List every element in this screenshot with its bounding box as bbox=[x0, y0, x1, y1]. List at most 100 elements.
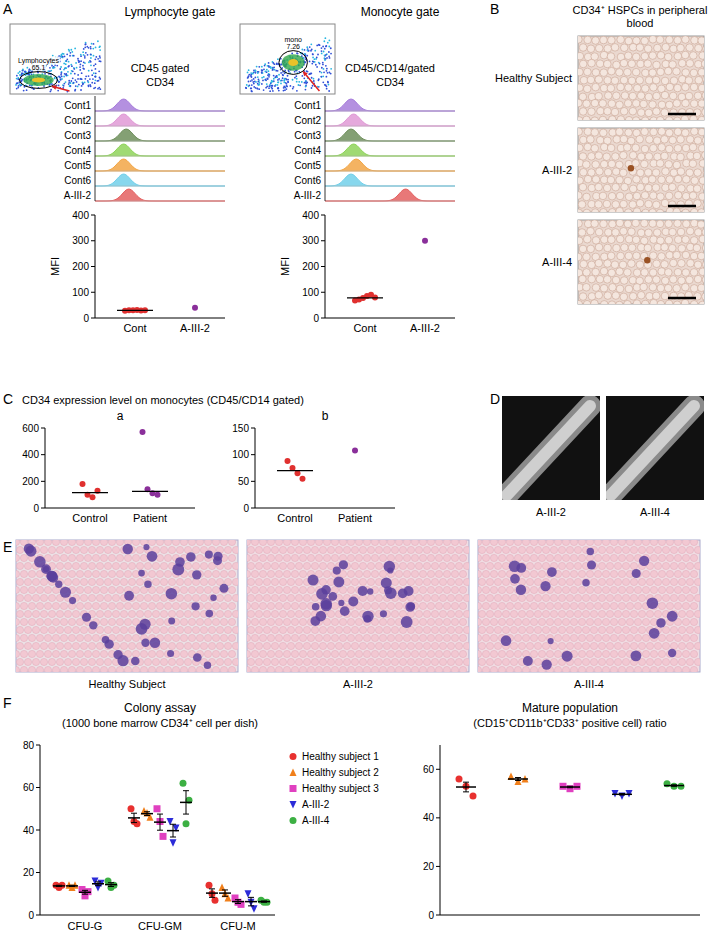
red-cell bbox=[617, 83, 625, 91]
event-dot bbox=[287, 81, 289, 83]
red-cell bbox=[168, 546, 175, 553]
event-dot bbox=[257, 83, 259, 85]
gate-label: mono bbox=[284, 36, 302, 43]
event-dot bbox=[258, 79, 260, 81]
sample-label: A-III-2 bbox=[294, 190, 322, 201]
event-dot bbox=[17, 87, 19, 89]
red-cell bbox=[220, 666, 227, 672]
sample-label: Cont6 bbox=[64, 175, 91, 186]
red-cell bbox=[604, 107, 612, 115]
red-cell bbox=[80, 658, 87, 665]
event-dot bbox=[57, 90, 59, 92]
red-cell bbox=[595, 152, 603, 160]
red-cell bbox=[200, 626, 207, 633]
red-cell bbox=[665, 236, 673, 244]
red-cell bbox=[628, 228, 636, 236]
nucleated-cell bbox=[34, 556, 46, 568]
red-cell bbox=[678, 75, 686, 83]
red-cell bbox=[673, 285, 681, 293]
red-cell bbox=[92, 586, 99, 593]
event-dot bbox=[264, 71, 266, 73]
red-cell bbox=[649, 52, 657, 60]
red-cell bbox=[104, 626, 111, 633]
event-dot bbox=[62, 53, 64, 55]
sample-label: A-III-2 bbox=[64, 190, 92, 201]
red-cell bbox=[588, 108, 596, 116]
red-cell bbox=[693, 185, 701, 193]
red-cell bbox=[689, 143, 697, 151]
red-cell bbox=[682, 251, 690, 259]
red-cell bbox=[44, 634, 51, 641]
red-cell bbox=[116, 634, 123, 641]
event-dot bbox=[77, 58, 79, 60]
red-cell bbox=[96, 610, 103, 617]
y-tick-label: 600 bbox=[22, 423, 39, 434]
red-cell bbox=[164, 666, 171, 672]
event-dot bbox=[63, 85, 65, 87]
event-dot bbox=[93, 87, 95, 89]
event-dot bbox=[89, 84, 91, 86]
red-cell bbox=[180, 602, 187, 609]
red-cell bbox=[657, 284, 665, 292]
red-cell bbox=[196, 554, 203, 561]
event-dot bbox=[88, 70, 90, 72]
red-cell bbox=[220, 618, 227, 625]
red-cell bbox=[682, 69, 690, 77]
red-cell bbox=[604, 45, 612, 53]
median-line bbox=[72, 492, 108, 493]
red-cell bbox=[599, 116, 607, 120]
event-dot bbox=[82, 67, 84, 69]
red-cell bbox=[613, 61, 621, 69]
event-dot bbox=[66, 58, 68, 60]
red-cell bbox=[72, 626, 79, 633]
red-cell bbox=[216, 658, 223, 665]
red-cell bbox=[608, 100, 616, 108]
event-dot bbox=[54, 78, 56, 80]
event-dot bbox=[325, 45, 327, 47]
red-cell bbox=[683, 220, 691, 228]
histogram-baseline bbox=[325, 186, 455, 187]
red-cell bbox=[184, 610, 191, 617]
red-cell bbox=[204, 586, 211, 593]
event-dot bbox=[325, 84, 327, 86]
red-cell bbox=[144, 610, 151, 617]
red-cell bbox=[588, 153, 596, 161]
event-dot bbox=[248, 84, 250, 86]
event-dot bbox=[280, 80, 282, 82]
event-dot bbox=[312, 60, 314, 62]
label-patch bbox=[31, 64, 47, 71]
event-dot bbox=[44, 73, 46, 75]
red-cell bbox=[72, 578, 79, 585]
event-dot bbox=[326, 53, 328, 55]
event-dot bbox=[88, 47, 90, 49]
red-cell bbox=[92, 634, 99, 641]
red-cell bbox=[674, 145, 682, 153]
red-cell bbox=[96, 658, 103, 665]
red-cell bbox=[620, 76, 628, 84]
event-dot bbox=[19, 83, 21, 85]
red-cell bbox=[629, 107, 637, 115]
red-cell bbox=[694, 275, 702, 283]
event-dot bbox=[88, 84, 90, 86]
red-cell bbox=[64, 642, 71, 649]
event-dot bbox=[284, 78, 286, 80]
red-cell bbox=[603, 200, 611, 208]
event-dot bbox=[29, 69, 31, 71]
event-dot bbox=[73, 68, 75, 70]
red-cell bbox=[636, 44, 644, 52]
y-tick bbox=[251, 508, 255, 509]
histogram-baseline bbox=[95, 186, 225, 187]
red-cell bbox=[588, 59, 596, 67]
event-dot bbox=[62, 56, 64, 58]
red-cell bbox=[609, 129, 617, 137]
red-cell bbox=[625, 193, 633, 201]
red-cell bbox=[657, 51, 665, 59]
red-cell bbox=[132, 586, 139, 593]
y-tick-label: 300 bbox=[302, 235, 319, 246]
red-cell bbox=[694, 229, 702, 237]
red-cell bbox=[595, 92, 603, 100]
red-cell bbox=[644, 60, 652, 68]
red-cell bbox=[701, 60, 704, 68]
y-tick bbox=[41, 481, 45, 482]
red-cell bbox=[16, 586, 20, 593]
